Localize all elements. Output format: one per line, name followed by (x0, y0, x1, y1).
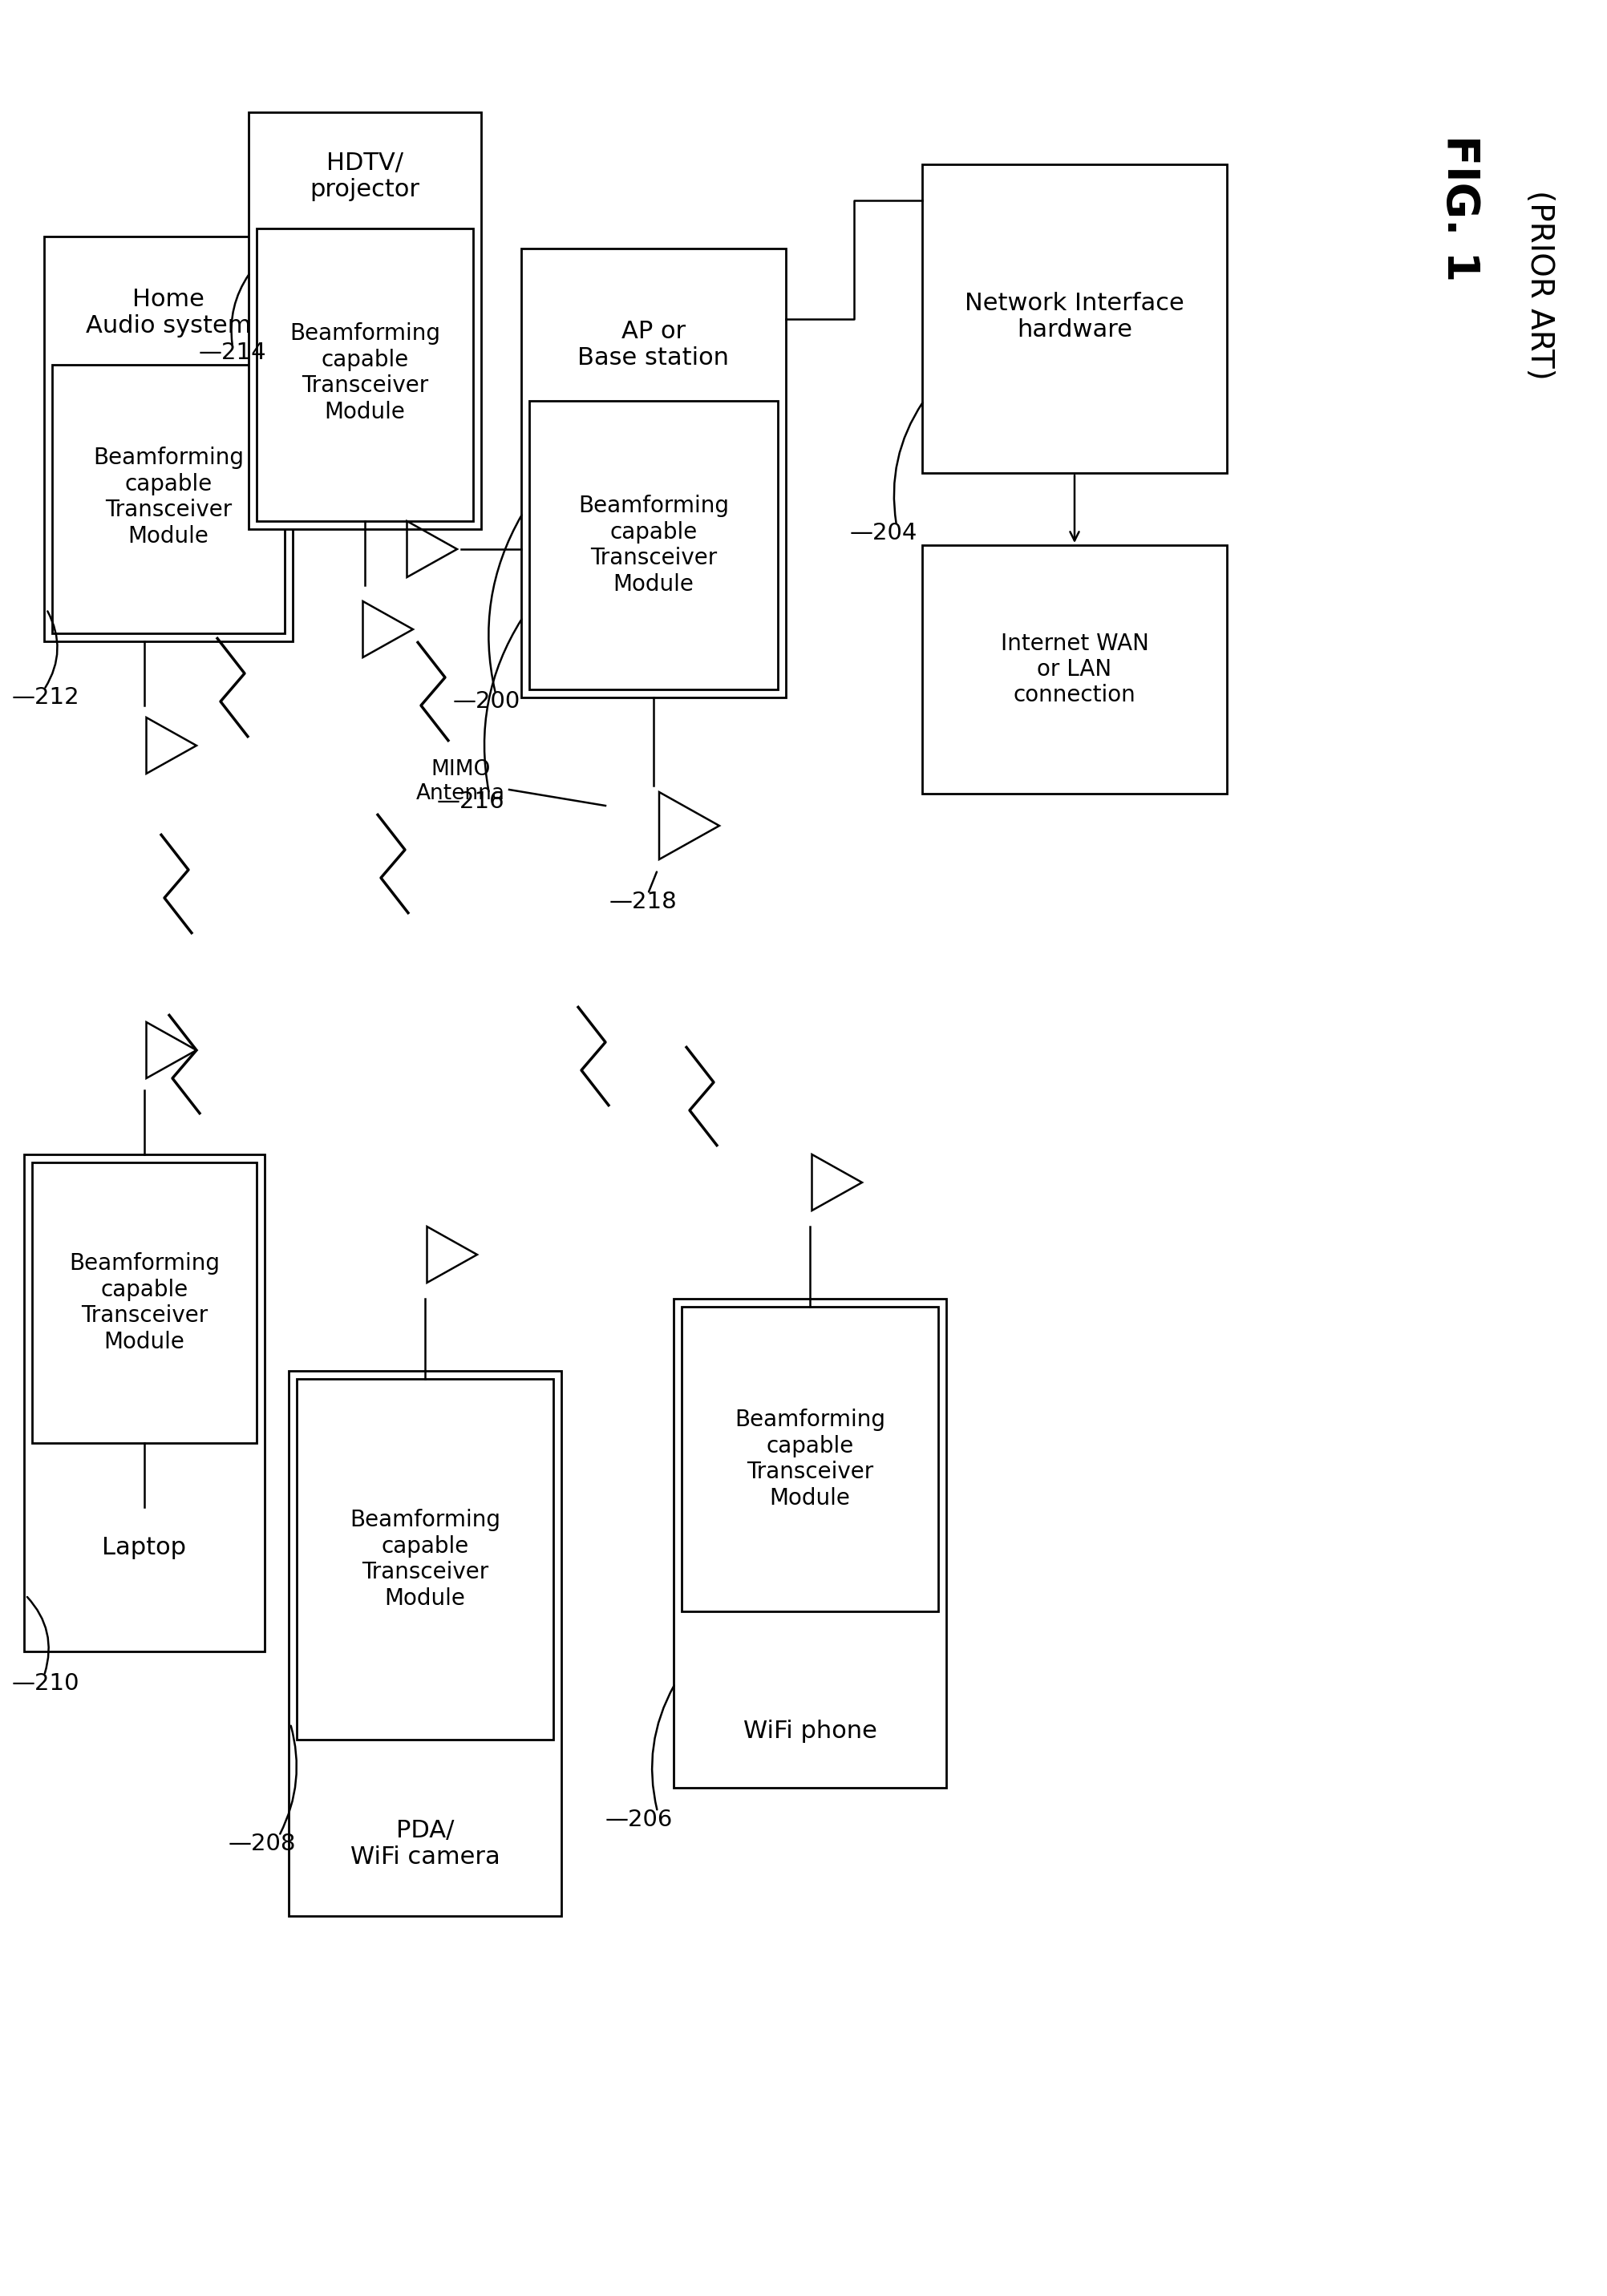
Text: Beamforming
capable
Transceiver
Module: Beamforming capable Transceiver Module (69, 1254, 220, 1352)
Text: —212: —212 (11, 687, 80, 709)
Bar (257, 230, 472, 521)
Bar (297, 1380, 553, 1740)
Text: —216: —216 (437, 790, 505, 813)
Text: MIMO
Antenna: MIMO Antenna (416, 760, 505, 804)
Text: —208: —208 (228, 1832, 296, 1855)
Bar (24, 1155, 265, 1651)
Text: PDA/
WiFi camera: PDA/ WiFi camera (350, 1818, 500, 1869)
Bar (922, 165, 1226, 473)
Text: (PRIOR ART): (PRIOR ART) (1525, 191, 1556, 379)
Bar (673, 1300, 947, 1789)
Text: AP or
Base station: AP or Base station (579, 319, 730, 370)
Text: Beamforming
capable
Transceiver
Module: Beamforming capable Transceiver Module (93, 448, 244, 546)
Text: Beamforming
capable
Transceiver
Module: Beamforming capable Transceiver Module (289, 324, 440, 422)
Text: Beamforming
capable
Transceiver
Module: Beamforming capable Transceiver Module (350, 1508, 500, 1609)
Text: —206: —206 (606, 1809, 673, 1830)
Text: —218: —218 (609, 891, 678, 914)
Text: —200: —200 (453, 691, 521, 712)
Bar (529, 402, 778, 689)
Text: WiFi phone: WiFi phone (742, 1720, 877, 1743)
Bar (521, 248, 786, 698)
Text: —210: —210 (11, 1671, 80, 1694)
Bar (32, 1162, 257, 1442)
Bar (922, 544, 1226, 794)
Text: Internet WAN
or LAN
connection: Internet WAN or LAN connection (1001, 631, 1149, 707)
Text: Beamforming
capable
Transceiver
Module: Beamforming capable Transceiver Module (734, 1410, 885, 1508)
Text: Laptop: Laptop (103, 1536, 186, 1559)
Bar (51, 365, 284, 634)
Bar (249, 113, 480, 528)
Bar (289, 1371, 561, 1915)
Bar (43, 236, 292, 641)
Text: FIG. 1: FIG. 1 (1438, 135, 1482, 282)
Text: —204: —204 (850, 521, 918, 544)
Text: HDTV/
projector: HDTV/ projector (310, 152, 419, 202)
Text: —214: —214 (199, 342, 267, 365)
Text: Beamforming
capable
Transceiver
Module: Beamforming capable Transceiver Module (579, 496, 730, 595)
Text: Network Interface
hardware: Network Interface hardware (964, 292, 1184, 342)
Text: Home
Audio system: Home Audio system (85, 287, 251, 338)
Bar (681, 1306, 938, 1612)
